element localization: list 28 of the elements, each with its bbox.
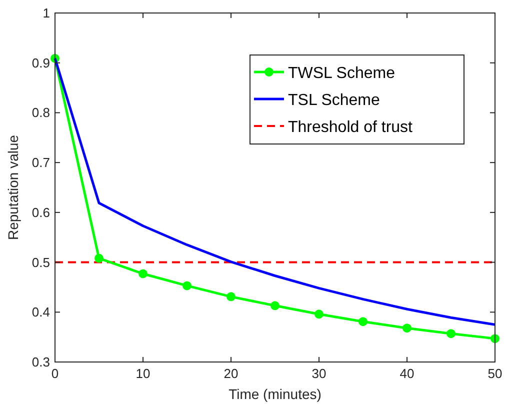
x-axis-title: Time (minutes) <box>228 386 322 402</box>
point <box>270 301 280 310</box>
x-tick-label: 0 <box>51 366 59 381</box>
point <box>314 310 324 319</box>
y-tick-label: 0.3 <box>32 354 50 370</box>
legend-label: TSL Scheme <box>288 92 380 109</box>
x-tick-label: 10 <box>136 366 150 381</box>
x-tick-label: 20 <box>224 366 238 381</box>
x-tick-label: 30 <box>312 366 326 381</box>
point <box>358 317 368 326</box>
point <box>94 254 104 263</box>
y-tick-label: 0.7 <box>32 155 50 170</box>
point <box>182 281 192 290</box>
y-tick-label: 0.8 <box>32 105 50 120</box>
y-tick-label: 1 <box>42 6 50 20</box>
y-tick-label: 0.9 <box>32 55 50 70</box>
point <box>446 329 456 338</box>
y-tick-label: 0.5 <box>32 254 50 270</box>
y-axis-title: Reputation value <box>5 134 21 240</box>
point <box>402 324 412 333</box>
y-tick-label: 0.6 <box>32 204 50 220</box>
x-tick-label: 50 <box>488 366 502 381</box>
legend-label: TWSL Scheme <box>288 65 396 82</box>
point <box>138 269 148 278</box>
legend-label: Threshold of trust <box>288 119 414 136</box>
x-tick-label: 40 <box>400 366 414 381</box>
y-tick-label: 0.4 <box>32 304 50 320</box>
point <box>226 292 236 302</box>
